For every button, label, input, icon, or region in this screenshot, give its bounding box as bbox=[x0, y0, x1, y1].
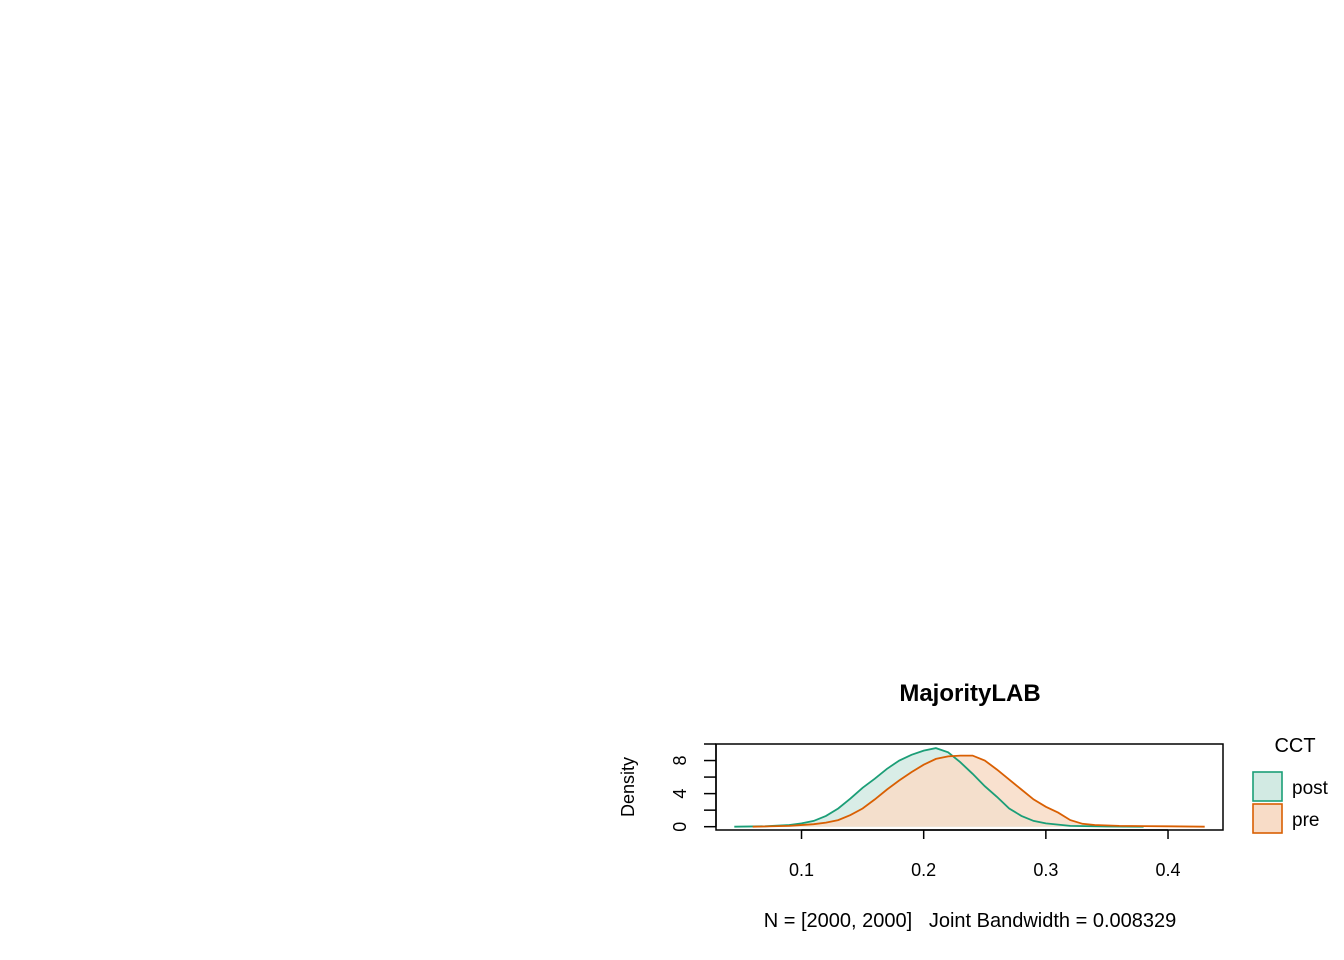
density-line-pre bbox=[752, 754, 1205, 828]
x-tick-label: 0.4 bbox=[1156, 860, 1181, 880]
legend: CCT post pre bbox=[1252, 735, 1329, 834]
legend-title: CCT bbox=[1274, 735, 1315, 757]
density-areas bbox=[734, 748, 1205, 827]
legend-swatch-post bbox=[1252, 771, 1283, 802]
y-axis: 0 4 8 bbox=[670, 743, 717, 832]
y-axis-label: Density bbox=[618, 757, 638, 817]
x-axis: 0.1 0.2 0.3 0.4 bbox=[789, 829, 1181, 880]
y-tick-label: 4 bbox=[670, 789, 690, 799]
legend-label-post: post bbox=[1292, 778, 1329, 799]
x-tick-label: 0.2 bbox=[911, 860, 936, 880]
y-tick-label: 8 bbox=[670, 755, 690, 765]
x-tick-label: 0.1 bbox=[789, 860, 814, 880]
density-lines bbox=[734, 747, 1205, 828]
legend-swatch-pre bbox=[1252, 803, 1283, 834]
density-area-pre bbox=[752, 755, 1205, 827]
x-tick-label: 0.3 bbox=[1033, 860, 1058, 880]
chart-title: MajorityLAB bbox=[899, 680, 1040, 707]
density-line-post bbox=[734, 747, 1144, 828]
y-tick-label: 0 bbox=[670, 822, 690, 832]
x-axis-label: N = [2000, 2000] Joint Bandwidth = 0.008… bbox=[764, 910, 1177, 932]
legend-label-pre: pre bbox=[1292, 810, 1319, 831]
